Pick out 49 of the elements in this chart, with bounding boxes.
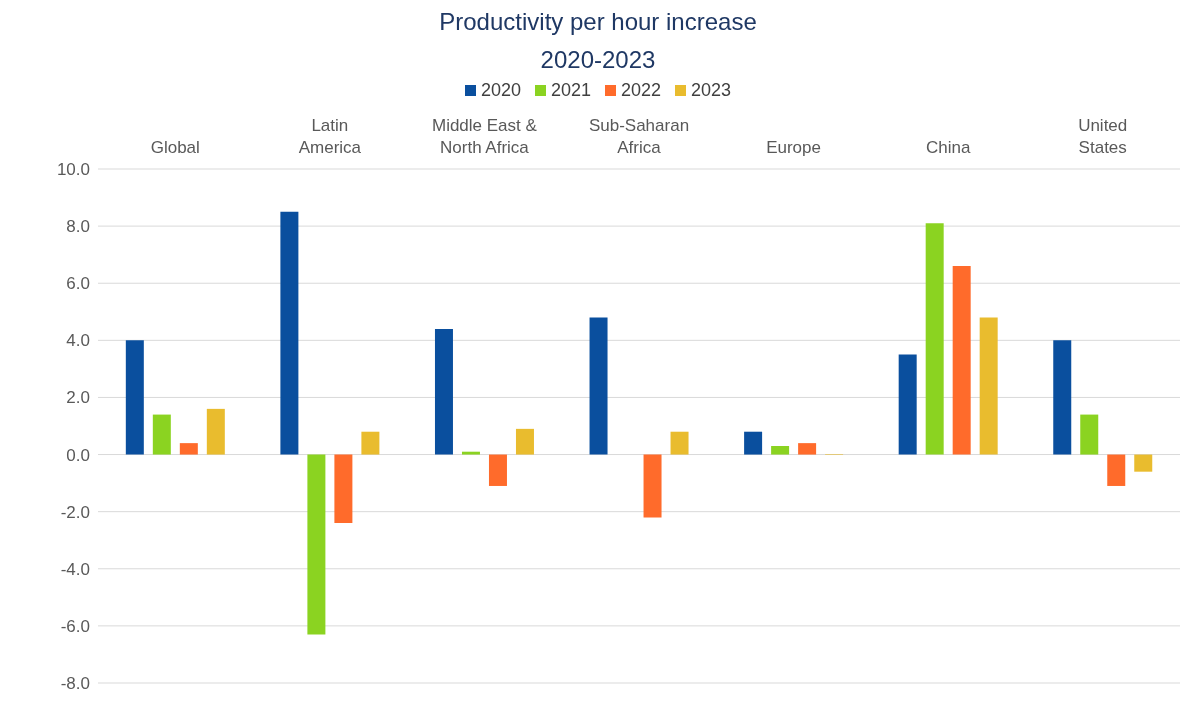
bar [589,317,608,455]
bar [744,431,763,455]
y-tick-label: 4.0 [66,331,90,351]
bar [898,354,917,455]
bar [307,454,326,635]
bar [798,443,817,455]
bar [179,443,198,455]
bar [1134,454,1153,472]
bar [361,431,380,455]
chart-subtitle: 2020-2023 [539,46,657,74]
x-tick-label: Middle East & North Africa [431,116,538,157]
bar [152,414,171,455]
bar [979,317,998,455]
y-tick-label: 8.0 [66,217,90,237]
bar [771,445,790,455]
x-tick-label: Global [150,138,200,157]
bar [515,428,534,455]
x-tick-label: United States [1078,116,1128,157]
bar [461,451,480,455]
bar [206,408,225,455]
y-tick-label: 2.0 [66,388,90,408]
x-tick-label: Sub-Saharan Africa [588,116,690,157]
y-tick-label: -4.0 [60,559,90,579]
y-tick-label: -8.0 [60,674,90,694]
bar [643,454,662,518]
legend-label: 2022 [620,80,662,101]
bar [1080,414,1099,455]
bar [125,340,144,455]
bar [280,211,299,455]
legend-label: 2020 [479,80,521,101]
bar [1053,340,1072,455]
y-tick-label: -2.0 [60,502,90,522]
legend-label: 2023 [690,80,732,101]
bar [434,328,453,455]
x-tick-label: Latin America [298,116,362,157]
bar [488,454,507,486]
bar [334,454,353,524]
bar [1107,454,1126,486]
chart-title: Productivity per hour increase [438,8,758,36]
bar [925,223,944,455]
y-tick-label: -6.0 [60,616,90,636]
legend-label: 2021 [549,80,591,101]
x-tick-label: China [925,138,971,157]
y-tick-label: 10.0 [56,160,90,180]
bar [670,431,689,455]
y-tick-label: 6.0 [66,274,90,294]
x-tick-label: Europe [766,138,821,157]
bar [952,266,971,455]
y-tick-label: 0.0 [66,445,90,465]
